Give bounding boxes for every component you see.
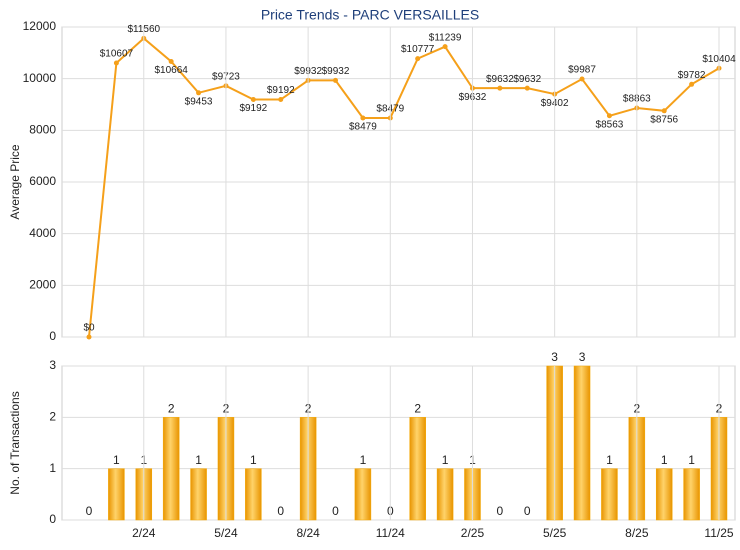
point [250, 97, 256, 103]
value-label: $8479 [349, 122, 377, 133]
point [689, 81, 695, 87]
point [360, 115, 366, 121]
value-label: 2 [414, 402, 421, 416]
value-label: $9453 [185, 96, 213, 107]
point [333, 77, 339, 83]
x-tick-label: 2/25 [461, 526, 485, 540]
x-tick-label: 11/25 [704, 526, 733, 540]
point [196, 90, 202, 96]
x-tick-label: 11/24 [376, 526, 405, 540]
value-label: $9632 [513, 74, 541, 85]
value-label: $9192 [267, 85, 295, 96]
y-tick-label: 3 [49, 358, 56, 372]
bar [354, 468, 372, 521]
point [113, 60, 119, 66]
value-label: 1 [113, 453, 120, 467]
value-label: 1 [661, 453, 668, 467]
point [442, 44, 448, 50]
value-label: $8756 [650, 114, 678, 125]
value-label: 0 [86, 504, 93, 518]
value-label: $10777 [401, 44, 435, 55]
value-label: $10607 [100, 49, 134, 60]
value-label: 1 [688, 453, 695, 467]
y-tick-label: 10000 [23, 71, 57, 85]
y-tick-label: 2000 [29, 278, 56, 292]
y-axis-label: No. of Transactions [8, 391, 22, 494]
value-label: 2 [168, 402, 175, 416]
value-label: 0 [524, 504, 531, 518]
value-label: 1 [195, 453, 202, 467]
point [524, 85, 530, 91]
chart-title: Price Trends - PARC VERSAILLES [261, 7, 479, 23]
bar [573, 365, 591, 521]
value-label: 0 [497, 504, 504, 518]
point [278, 97, 284, 103]
point [415, 56, 421, 62]
value-label: $10664 [154, 65, 188, 76]
value-label: 1 [606, 453, 613, 467]
point [579, 76, 585, 82]
point [86, 334, 92, 340]
value-label: $0 [83, 323, 95, 334]
value-label: $9987 [568, 65, 596, 76]
y-axis-label: Average Price [8, 144, 22, 219]
value-label: $11239 [429, 32, 462, 43]
y-tick-label: 0 [49, 512, 56, 526]
y-tick-label: 4000 [29, 226, 56, 240]
bar [162, 417, 180, 521]
bar [436, 468, 454, 521]
value-label: 3 [579, 350, 586, 364]
value-label: 0 [277, 504, 284, 518]
x-tick-label: 8/25 [625, 526, 649, 540]
y-tick-label: 6000 [29, 174, 56, 188]
bar [108, 468, 125, 521]
bar [683, 468, 700, 521]
y-tick-label: 0 [49, 329, 56, 343]
y-tick-label: 2 [49, 410, 56, 424]
value-label: 0 [332, 504, 339, 518]
point [497, 85, 503, 91]
value-label: 1 [442, 453, 449, 467]
point [606, 113, 612, 119]
y-tick-label: 1 [49, 461, 56, 475]
value-label: $9782 [678, 70, 706, 81]
point [168, 59, 174, 65]
bar [409, 417, 426, 521]
x-tick-label: 5/24 [214, 526, 238, 540]
point [661, 108, 667, 114]
y-tick-label: 12000 [23, 19, 57, 33]
price-line [88, 37, 720, 338]
value-label: $8563 [596, 119, 624, 130]
y-tick-label: 8000 [29, 123, 56, 137]
bar [190, 468, 207, 521]
bar [245, 468, 262, 521]
value-label: 1 [250, 453, 257, 467]
x-tick-label: 8/24 [296, 526, 320, 540]
x-tick-label: 2/24 [132, 526, 156, 540]
x-tick-label: 5/25 [543, 526, 567, 540]
bar [601, 468, 618, 521]
value-label: $9632 [486, 74, 514, 85]
value-label: $9192 [239, 103, 267, 114]
value-label: 3 [551, 350, 558, 364]
bar [655, 468, 673, 521]
value-label: 1 [360, 453, 367, 467]
value-label: $9932 [322, 66, 350, 77]
